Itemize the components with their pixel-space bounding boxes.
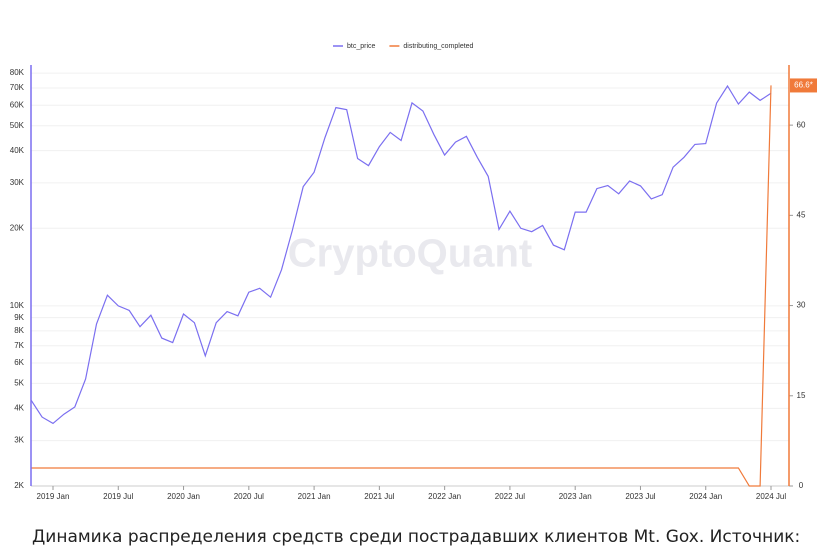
value-label: 66.6* (794, 81, 813, 90)
y2-tick-label: 45 (797, 210, 806, 219)
series-line (31, 85, 772, 487)
x-tick-label: 2022 Jan (428, 492, 461, 501)
y2-tick-label: 0 (799, 481, 804, 490)
y-tick-label: 9K (14, 313, 24, 322)
x-tick-label: 2020 Jul (234, 492, 264, 501)
x-tick-label: 2024 Jul (756, 492, 786, 501)
y-tick-label: 80K (10, 68, 25, 77)
series-line (30, 84, 772, 425)
value-tag (790, 78, 817, 93)
y-tick-label: 8K (14, 326, 24, 335)
watermark: CryptoQuant (288, 232, 532, 276)
y-tick-label: 3K (14, 436, 24, 445)
y-tick-label: 60K (10, 100, 25, 109)
chart: CryptoQuant 2K 3K 4K 5K 6K 7K 8K 9K 10K 20K 30K 40K… (10, 43, 817, 501)
x-tick-label: 2019 Jan (37, 492, 70, 501)
y-tick-label: 6K (14, 358, 24, 367)
x-tick-label: 2021 Jul (364, 492, 394, 501)
y2-tick-label: 60 (797, 120, 806, 129)
y-tick-label: 40K (10, 146, 25, 155)
y-tick-label: 7K (14, 341, 24, 350)
y-tick-label: 70K (10, 83, 25, 92)
y2-tick-label: 15 (797, 391, 806, 400)
caption: Динамика распределения средств среди пос… (32, 527, 801, 547)
y-tick-label: 20K (10, 223, 25, 232)
x-tick-label: 2023 Jul (625, 492, 655, 501)
x-tick-label: 2019 Jul (103, 492, 133, 501)
y-tick-label: 50K (10, 121, 25, 130)
x-tick-label: 2022 Jul (495, 492, 525, 501)
y-tick-label: 2K (14, 481, 24, 490)
x-tick-label: 2023 Jan (559, 492, 592, 501)
y2-tick-label: 30 (797, 301, 806, 310)
y-tick-label: 4K (14, 404, 24, 413)
legend-label: btc_price (347, 43, 376, 50)
y-tick-label: 30K (10, 178, 25, 187)
legend-label: distributing_completed (403, 43, 473, 50)
x-tick-label: 2024 Jan (689, 492, 722, 501)
x-tick-label: 2020 Jan (167, 492, 200, 501)
x-tick-label: 2021 Jan (298, 492, 331, 501)
y-tick-label: 10K (10, 301, 25, 310)
y-tick-label: 5K (14, 379, 24, 388)
